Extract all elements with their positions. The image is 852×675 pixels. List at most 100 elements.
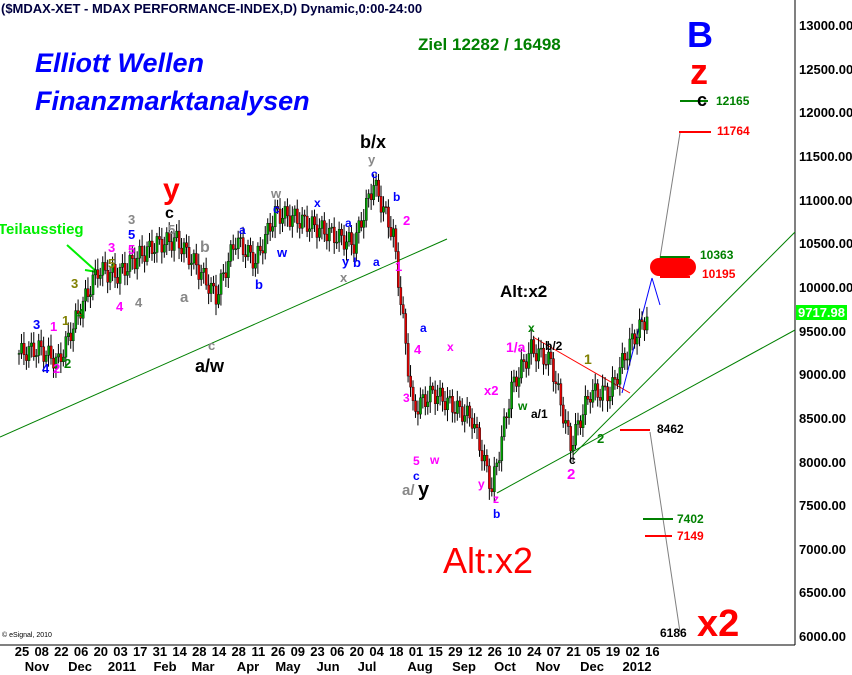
candle-body: [229, 244, 233, 262]
trend-line: [496, 329, 796, 494]
x-tick-label: 14: [211, 644, 227, 659]
wave-label: b: [255, 277, 263, 292]
candle-body: [626, 358, 629, 361]
candle-body: [497, 460, 501, 464]
candle-body: [394, 228, 398, 252]
chart-header: ($MDAX-XET - MDAX PERFORMANCE-INDEX,D) D…: [1, 1, 423, 16]
candle-body: [342, 235, 346, 250]
candle-body: [389, 227, 393, 237]
candle-body: [401, 304, 405, 314]
x-tick-label: 05: [586, 644, 601, 659]
candle-body: [180, 247, 183, 255]
candle-body: [254, 263, 257, 269]
candle-body: [465, 405, 469, 416]
candle-body: [84, 288, 87, 302]
candle-body: [586, 396, 590, 400]
candle-body: [461, 406, 464, 422]
candle-body: [202, 268, 206, 273]
candle-body: [91, 274, 95, 295]
candle-body: [30, 342, 33, 347]
candle-body: [562, 404, 565, 424]
x-month-label: Nov: [535, 659, 561, 674]
candle-body: [557, 383, 560, 385]
candle-body: [74, 310, 78, 330]
candle-body: [281, 218, 284, 224]
candle-body: [603, 385, 607, 388]
level-label: 7402: [677, 512, 704, 526]
candle-body: [606, 386, 609, 402]
candle-body: [153, 252, 156, 254]
candle-body: [318, 228, 321, 238]
candle-body: [579, 420, 582, 428]
candle-body: [232, 244, 235, 250]
x-tick-label: 28: [192, 644, 207, 659]
x-tick-label: 26: [487, 644, 503, 659]
x-tick-label: 23: [310, 644, 325, 659]
x-tick-label: 03: [113, 644, 128, 659]
copyright: © eSignal, 2010: [2, 632, 52, 639]
wave-label: 5: [168, 222, 176, 237]
candle-body: [613, 377, 617, 380]
candle-body: [39, 340, 43, 348]
x-month-label: Dec: [68, 659, 92, 674]
candle-body: [303, 214, 307, 217]
target-zone-pill: [650, 258, 696, 276]
candle-body: [300, 214, 304, 229]
candle-body: [411, 386, 415, 402]
y-tick-label: 9000.00: [799, 367, 846, 383]
wave-label: 1: [395, 259, 403, 274]
candle-body: [190, 262, 193, 265]
candle-body: [283, 206, 287, 219]
candle-body: [86, 288, 90, 297]
candle-body: [177, 230, 181, 249]
wave-label: x2: [484, 383, 499, 398]
candle-body: [175, 230, 179, 238]
wave-label: w: [430, 453, 440, 467]
candle-body: [239, 237, 243, 239]
wave-label: 5: [128, 227, 136, 242]
candle-body: [468, 405, 472, 419]
candle-body: [446, 397, 449, 411]
wave-label: 1/a: [506, 339, 526, 355]
x-tick-label: 06: [73, 644, 89, 659]
candle-body: [308, 228, 311, 232]
candle-body: [598, 397, 602, 401]
candle-body: [79, 313, 82, 319]
wave-z-label: z: [690, 51, 708, 92]
x-tick-label: 11: [251, 644, 266, 659]
candle-body: [438, 387, 442, 397]
candle-body: [209, 282, 213, 294]
candle-body: [357, 220, 361, 233]
candle-body: [475, 424, 479, 428]
x-month-label: Sep: [452, 659, 476, 674]
candle-body: [645, 316, 649, 331]
candle-body: [382, 206, 385, 213]
candle-body: [118, 267, 122, 284]
candle-body: [488, 465, 491, 489]
trend-line: [572, 231, 796, 456]
candle-body: [495, 462, 499, 467]
candle-body: [197, 264, 201, 280]
candle-body: [564, 420, 568, 424]
y-tick-label: 8000.00: [799, 454, 846, 470]
candle-body: [552, 358, 555, 383]
candle-body: [241, 237, 245, 255]
candle-body: [165, 232, 169, 246]
wave-label: x: [314, 196, 321, 210]
candle-body: [113, 264, 117, 278]
candle-body: [337, 228, 341, 243]
x-tick-label: 31: [152, 644, 168, 659]
wave-label: 4: [116, 299, 124, 314]
x-tick-label: 19: [605, 644, 621, 659]
wave-label: 1: [584, 351, 592, 367]
wave-label: 2: [597, 431, 605, 446]
candle-body: [387, 206, 390, 228]
level-label: 10195: [702, 267, 736, 281]
x-month-label: Aug: [407, 659, 433, 674]
candle-body: [81, 300, 85, 319]
x-month-label: 2011: [107, 659, 137, 674]
candle-body: [325, 233, 329, 242]
x-tick-label: 12: [467, 644, 483, 659]
x-tick-label: 04: [369, 644, 384, 659]
candle-body: [527, 353, 531, 369]
